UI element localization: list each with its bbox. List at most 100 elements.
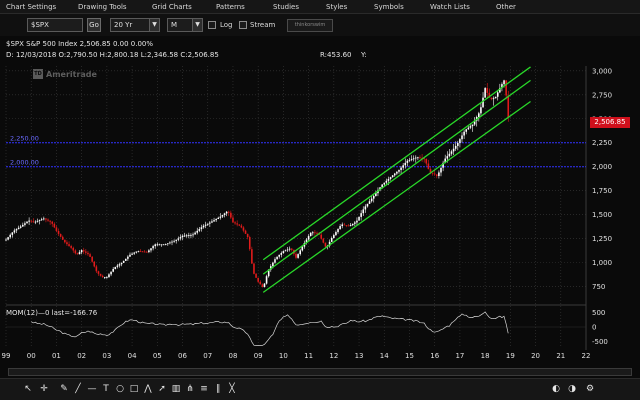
- candle-195: [414, 155, 417, 163]
- r-readout: R:453.60: [320, 51, 352, 59]
- candle-34: [76, 252, 79, 255]
- arrow-icon[interactable]: ➚: [158, 384, 166, 394]
- candle-body: [11, 232, 14, 235]
- line-icon[interactable]: ╱: [75, 384, 81, 394]
- candle-131: [280, 251, 283, 258]
- candle-120: [257, 277, 259, 284]
- gann-icon[interactable]: ╳: [229, 384, 235, 394]
- candle-215: [457, 140, 459, 151]
- period-select[interactable]: 20 Yr ▼: [110, 18, 160, 32]
- x-tick-label-18: 17: [455, 352, 464, 360]
- zoom-out-icon[interactable]: ◐: [552, 384, 560, 394]
- candle-188: [400, 166, 402, 174]
- candle-body: [91, 256, 93, 262]
- menu-studies[interactable]: Studies: [273, 3, 299, 11]
- zoom-in-icon[interactable]: ◑: [568, 384, 576, 394]
- candle-86: [185, 233, 188, 238]
- candle-body: [181, 235, 184, 238]
- candle-body: [82, 250, 85, 252]
- candle-body: [28, 220, 30, 222]
- candle-body: [160, 244, 163, 246]
- candle-189: [402, 163, 404, 171]
- candle-body: [295, 253, 297, 258]
- candle-body: [24, 223, 26, 225]
- fibonacci-icon[interactable]: ≡: [200, 384, 208, 394]
- fan-icon[interactable]: ⋔: [186, 384, 194, 394]
- candle-190: [404, 158, 407, 169]
- candle-body: [59, 233, 62, 237]
- candle-96: [206, 223, 209, 226]
- candle-body: [492, 98, 495, 100]
- candle-body: [482, 97, 484, 108]
- bars-icon[interactable]: ▥: [171, 384, 181, 394]
- candle-203: [431, 172, 434, 176]
- menu-symbols[interactable]: Symbols: [374, 3, 404, 11]
- candle-14: [34, 220, 37, 225]
- go-button[interactable]: Go: [87, 18, 101, 32]
- channel-icon[interactable]: ∥: [215, 384, 221, 394]
- symbol-input[interactable]: $SPX: [27, 18, 83, 32]
- candle-body: [131, 253, 133, 255]
- text-icon[interactable]: T: [103, 384, 109, 394]
- circle-icon[interactable]: ○: [116, 384, 124, 394]
- candle-98: [211, 219, 213, 224]
- candle-body: [438, 172, 440, 176]
- pencil-icon[interactable]: ✎: [60, 384, 68, 394]
- candle-56: [122, 260, 125, 263]
- candle-218: [463, 129, 465, 140]
- candle-body: [127, 256, 129, 259]
- zigzag-icon[interactable]: ⋀: [144, 384, 152, 394]
- candle-77: [167, 243, 169, 246]
- candle-body: [461, 135, 463, 140]
- stream-checkbox[interactable]: [239, 21, 247, 29]
- menu-watch-lists[interactable]: Watch Lists: [430, 3, 470, 11]
- crosshair-icon[interactable]: ✛: [40, 384, 48, 394]
- candle-body: [97, 271, 100, 274]
- candle-body: [333, 235, 335, 239]
- x-tick-label-19: 18: [481, 352, 490, 360]
- candle-body: [486, 88, 489, 93]
- menu-grid-charts[interactable]: Grid Charts: [152, 3, 192, 11]
- candle-150: [320, 231, 323, 240]
- candle-body: [446, 156, 449, 159]
- candle-body: [9, 234, 12, 238]
- candle-body: [135, 251, 138, 253]
- menu-chart-settings[interactable]: Chart Settings: [6, 3, 57, 11]
- candle-body: [99, 273, 102, 276]
- candle-body: [154, 244, 157, 247]
- candle-45: [99, 273, 102, 277]
- candle-138: [295, 251, 297, 260]
- candle-27: [61, 235, 64, 241]
- price-chart[interactable]: 2,250.00 2,000.00 750 1,000 1,250 1,500 1,750…: [0, 36, 640, 366]
- rectangle-icon[interactable]: □: [129, 384, 139, 394]
- y-tick-label-4: 1,750: [592, 187, 612, 195]
- menu-patterns[interactable]: Patterns: [216, 3, 245, 11]
- candle-body: [316, 232, 318, 234]
- horizontal-line-icon[interactable]: —: [87, 384, 97, 394]
- interval-select[interactable]: M ▼: [167, 18, 203, 32]
- candle-78: [169, 241, 171, 245]
- candle-body: [328, 241, 331, 246]
- candle-body: [13, 230, 16, 233]
- candle-187: [398, 169, 400, 174]
- cursor-icon[interactable]: ↖: [24, 384, 32, 394]
- candle-3: [11, 232, 14, 238]
- candle-36: [80, 249, 83, 255]
- candle-body: [145, 251, 148, 253]
- menu-drawing-tools[interactable]: Drawing Tools: [78, 3, 127, 11]
- log-checkbox[interactable]: [208, 21, 216, 29]
- candle-238: [505, 80, 507, 100]
- candle-body: [286, 249, 289, 251]
- candle-136: [290, 247, 293, 252]
- candle-body: [106, 277, 108, 278]
- settings-icon[interactable]: ⚙: [585, 384, 595, 394]
- chart-scrollbar[interactable]: [8, 368, 632, 376]
- menu-styles[interactable]: Styles: [326, 3, 348, 11]
- candle-body: [496, 92, 499, 97]
- candle-161: [343, 222, 346, 226]
- candle-102: [219, 213, 222, 220]
- candle-50: [110, 271, 112, 277]
- candle-body: [429, 169, 432, 173]
- candle-body: [454, 145, 457, 149]
- menu-other[interactable]: Other: [496, 3, 516, 11]
